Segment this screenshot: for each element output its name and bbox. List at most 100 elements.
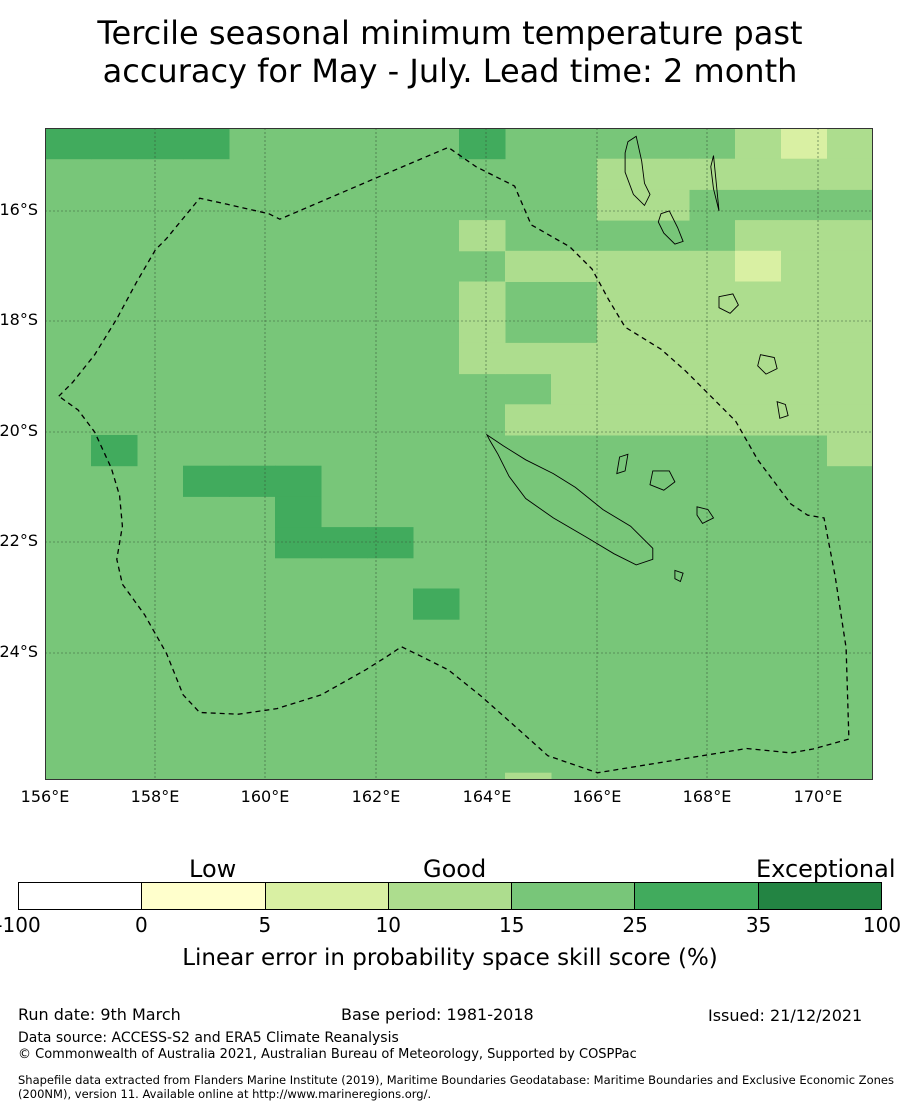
skill-grid bbox=[45, 128, 873, 780]
grid-cell bbox=[643, 312, 690, 344]
grid-cell bbox=[597, 312, 644, 344]
grid-cell bbox=[827, 128, 873, 160]
grid-cell bbox=[735, 342, 782, 375]
grid-cell bbox=[827, 250, 873, 282]
grid-cell bbox=[321, 527, 368, 559]
island-outline bbox=[649, 470, 676, 491]
grid-cell bbox=[735, 220, 782, 252]
data-source: Data source: ACCESS-S2 and ERA5 Climate … bbox=[18, 1030, 399, 1046]
colorbar bbox=[18, 882, 882, 910]
grid-cell bbox=[505, 250, 552, 282]
coastlines bbox=[485, 128, 789, 583]
lat-label: 16°S bbox=[0, 200, 38, 219]
grid-cell bbox=[735, 404, 782, 436]
grid-cell bbox=[597, 158, 644, 190]
colorbar-segment bbox=[142, 883, 266, 909]
grid-cell bbox=[735, 281, 782, 313]
lon-label: 160°E bbox=[240, 787, 290, 806]
issued-date: Issued: 21/12/2021 bbox=[708, 1006, 863, 1025]
grid-cell bbox=[643, 281, 690, 313]
colorbar-tick-label: 10 bbox=[375, 913, 401, 937]
grid-cell bbox=[827, 281, 873, 313]
island-outline bbox=[710, 155, 720, 212]
lat-label: 22°S bbox=[0, 531, 38, 550]
colorbar-label: Linear error in probability space skill … bbox=[182, 945, 718, 971]
grid-cell bbox=[689, 373, 736, 405]
lon-label: 166°E bbox=[572, 787, 622, 806]
base-period: Base period: 1981-2018 bbox=[341, 1005, 534, 1024]
grid-cell bbox=[827, 312, 873, 344]
grid-cell bbox=[827, 435, 873, 467]
grid-cell bbox=[597, 342, 644, 375]
grid-cell bbox=[275, 496, 322, 528]
grid-cell bbox=[689, 312, 736, 344]
grid-cell bbox=[735, 373, 782, 405]
colorbar-tick-label: 35 bbox=[745, 913, 772, 937]
grid-cell bbox=[597, 404, 644, 436]
colorbar-segment bbox=[758, 883, 881, 909]
island-outline bbox=[624, 135, 651, 207]
colorbar-segment bbox=[388, 883, 513, 909]
grid-cell bbox=[827, 158, 873, 190]
island-outline bbox=[485, 433, 654, 566]
colorbar-category-good: Good bbox=[423, 855, 487, 883]
grid-cell bbox=[413, 588, 460, 620]
grid-cell bbox=[183, 465, 230, 497]
grid-cell bbox=[229, 465, 276, 497]
grid-cell bbox=[689, 158, 736, 190]
grid-cell bbox=[689, 342, 736, 375]
colorbar-segment bbox=[635, 883, 759, 909]
lat-label: 20°S bbox=[0, 421, 38, 440]
grid-cell bbox=[735, 158, 782, 190]
grid-cell bbox=[275, 465, 322, 497]
graticule bbox=[45, 128, 873, 780]
grid-cell bbox=[643, 404, 690, 436]
island-outline bbox=[657, 210, 684, 245]
grid-cell bbox=[91, 128, 138, 160]
island-outline bbox=[616, 453, 629, 475]
grid-cell bbox=[505, 772, 552, 780]
grid-cell bbox=[183, 128, 230, 160]
grid-cell bbox=[643, 189, 690, 221]
lon-label: 156°E bbox=[20, 787, 70, 806]
grid-cell bbox=[781, 404, 828, 436]
colorbar-tick-label: 100 bbox=[862, 913, 900, 937]
colorbar-segment bbox=[265, 883, 389, 909]
grid-cell bbox=[597, 250, 644, 282]
grid-cell bbox=[827, 342, 873, 375]
grid-cell bbox=[551, 342, 598, 375]
grid-cell bbox=[367, 527, 414, 559]
colorbar-segment bbox=[512, 883, 636, 909]
grid-cell bbox=[781, 312, 828, 344]
grid-cell bbox=[597, 281, 644, 313]
title-line-1: Tercile seasonal minimum temperature pas… bbox=[97, 14, 803, 52]
colorbar-category-low: Low bbox=[189, 855, 237, 883]
grid-cell bbox=[459, 342, 506, 375]
grid-cell bbox=[459, 312, 506, 344]
grid-cell bbox=[45, 128, 92, 160]
grid-cell bbox=[781, 281, 828, 313]
lon-label: 170°E bbox=[793, 787, 843, 806]
grid-cell bbox=[643, 342, 690, 375]
grid-cell bbox=[643, 373, 690, 405]
grid-cell bbox=[459, 281, 506, 313]
colorbar-tick-label: 5 bbox=[258, 913, 272, 937]
copyright-notice: © Commonwealth of Australia 2021, Austra… bbox=[18, 1047, 637, 1062]
grid-cell bbox=[505, 404, 552, 436]
lon-label: 158°E bbox=[130, 787, 180, 806]
grid-cell bbox=[781, 342, 828, 375]
grid-cell bbox=[551, 404, 598, 436]
lon-label: 168°E bbox=[682, 787, 732, 806]
grid-cell bbox=[827, 404, 873, 436]
grid-cell bbox=[597, 373, 644, 405]
colorbar-segment bbox=[19, 883, 143, 909]
grid-cell bbox=[735, 312, 782, 344]
lon-label: 164°E bbox=[462, 787, 512, 806]
grid-cell bbox=[781, 250, 828, 282]
grid-cell bbox=[735, 250, 782, 282]
colorbar-category-exceptional: Exceptional bbox=[756, 855, 896, 883]
colorbar-tick-label: 0 bbox=[135, 913, 148, 937]
grid-cell bbox=[643, 158, 690, 190]
lat-label: 18°S bbox=[0, 310, 38, 329]
grid-cell bbox=[689, 404, 736, 436]
